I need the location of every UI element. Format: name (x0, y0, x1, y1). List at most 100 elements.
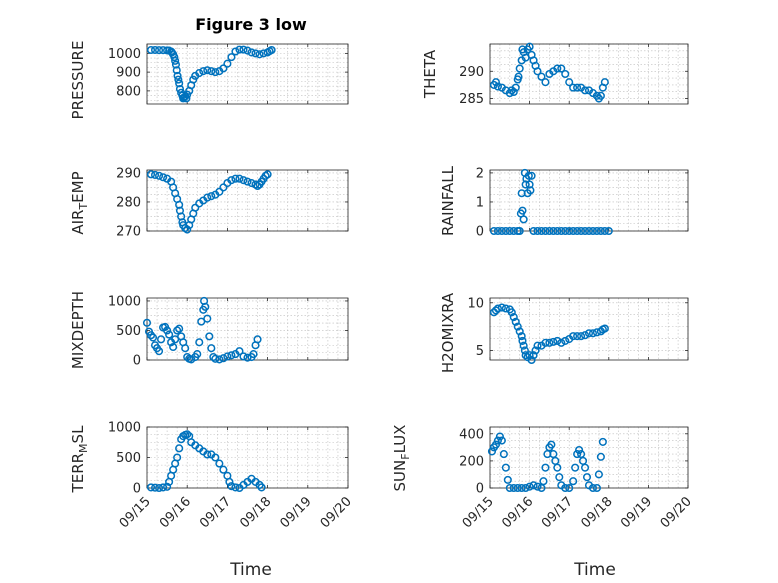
theta-point (561, 69, 570, 79)
mixdepth-point (165, 330, 174, 339)
terr-msl-xtick-label: 09/18 (237, 494, 274, 531)
air-temp-point (215, 187, 224, 196)
h2omixra-point (509, 313, 518, 322)
pressure-ylabel: PRESSURE (69, 41, 87, 120)
theta-point (525, 42, 534, 51)
sun-flux-point (569, 477, 578, 486)
rainfall-point (537, 226, 546, 236)
mixdepth-point (203, 314, 212, 323)
terr-msl-point (146, 483, 156, 492)
air-temp-plot: AIRTEMP 270 280 290 (69, 166, 349, 240)
terr-msl-xtick-label: 09/16 (157, 494, 194, 531)
mixdepth-point (157, 335, 166, 344)
air-temp-ytick-label: 270 (116, 225, 141, 240)
sun-flux-point (491, 440, 500, 449)
air-temp-point (191, 203, 200, 212)
h2omixra-plot: H2OMIXRA 5 10 (439, 292, 689, 373)
rainfall-point (588, 226, 598, 236)
h2omixra-point (549, 337, 558, 346)
sun-flux-point (565, 483, 574, 493)
mixdepth-point (235, 347, 244, 356)
rainfall-point (549, 226, 558, 236)
pressure-point (267, 45, 276, 55)
rainfall-point (519, 215, 528, 224)
terr-msl-point (155, 483, 164, 493)
pressure-point (171, 56, 180, 65)
air-temp-point (231, 174, 240, 183)
pressure-point (255, 50, 264, 59)
sun-flux-xtick-label: 09/20 (658, 494, 695, 531)
sun-flux-point (594, 470, 603, 479)
theta-point (541, 78, 550, 87)
rainfall-point (557, 226, 566, 236)
air-temp-point (159, 173, 168, 182)
theta-point (511, 83, 520, 92)
rainfall-point (561, 226, 570, 236)
pressure-point (231, 47, 240, 56)
h2omixra-point (545, 338, 554, 347)
right-xlabel: Time (573, 560, 616, 580)
pressure-point (155, 46, 164, 55)
pressure-point (171, 60, 180, 69)
sun-flux-xtick-label: 09/15 (460, 494, 497, 531)
mixdepth-point (201, 302, 210, 311)
h2omixra-point (577, 332, 586, 341)
mixdepth-point (169, 342, 178, 352)
pressure-plot: PRESSURE 800 900 1000 (69, 41, 349, 120)
h2omixra-point (513, 322, 522, 331)
sun-flux-xtick-label: 09/16 (499, 494, 536, 531)
rainfall-point (580, 226, 590, 236)
sun-flux-point (487, 447, 497, 456)
theta-point (569, 83, 578, 92)
pressure-point (247, 48, 256, 57)
mixdepth-point (193, 350, 202, 359)
h2omixra-point (519, 341, 528, 350)
h2omixra-point (588, 329, 598, 338)
pressure-grid (146, 43, 349, 104)
sun-flux-point (547, 440, 556, 449)
air-temp-point (243, 177, 252, 186)
air-temp-grid (146, 170, 349, 232)
theta-grid (489, 43, 689, 104)
mixdepth-point (253, 335, 262, 344)
mixdepth-point (187, 355, 196, 364)
air-temp-point (183, 225, 192, 234)
rainfall-ytick-label: 0 (476, 225, 484, 240)
mixdepth-point (227, 351, 236, 360)
pressure-point (211, 68, 220, 77)
rainfall-point (533, 226, 542, 236)
theta-point (580, 86, 590, 95)
rainfall-point (527, 171, 536, 180)
terr-msl-point (215, 459, 224, 468)
mixdepth-point (205, 332, 214, 341)
air-temp-ylabel: AIRTEMP (69, 171, 90, 234)
terr-msl-xtick-label: 09/17 (197, 494, 234, 531)
h2omixra-point (515, 327, 524, 336)
h2omixra-point (511, 317, 520, 326)
sun-flux-point (517, 483, 526, 493)
rainfall-ytick-label: 2 (476, 166, 484, 181)
mixdepth-point (163, 326, 172, 335)
h2omixra-point (497, 303, 506, 312)
pressure-ytick-label: 900 (116, 66, 141, 81)
pressure-point (170, 53, 179, 62)
sun-flux-point (555, 473, 564, 482)
pressure-point (146, 45, 156, 55)
pressure-ytick-label: 1000 (108, 47, 141, 62)
mixdepth-grid (146, 298, 349, 361)
h2omixra-point (541, 338, 550, 347)
h2omixra-axes-box (489, 297, 689, 361)
sun-flux-point (499, 450, 508, 459)
h2omixra-point (600, 324, 609, 333)
mixdepth-point (211, 354, 220, 363)
mixdepth-point (243, 353, 252, 362)
air-temp-point (227, 176, 236, 185)
rainfall-point (526, 186, 535, 195)
rainfall-point (493, 226, 502, 236)
sun-flux-ytick-label: 400 (459, 427, 484, 442)
h2omixra-point (533, 341, 542, 350)
sun-flux-point (541, 463, 550, 472)
terr-msl-point (211, 453, 220, 462)
rainfall-grid (489, 170, 689, 232)
air-temp-ytick-label: 290 (116, 166, 141, 181)
